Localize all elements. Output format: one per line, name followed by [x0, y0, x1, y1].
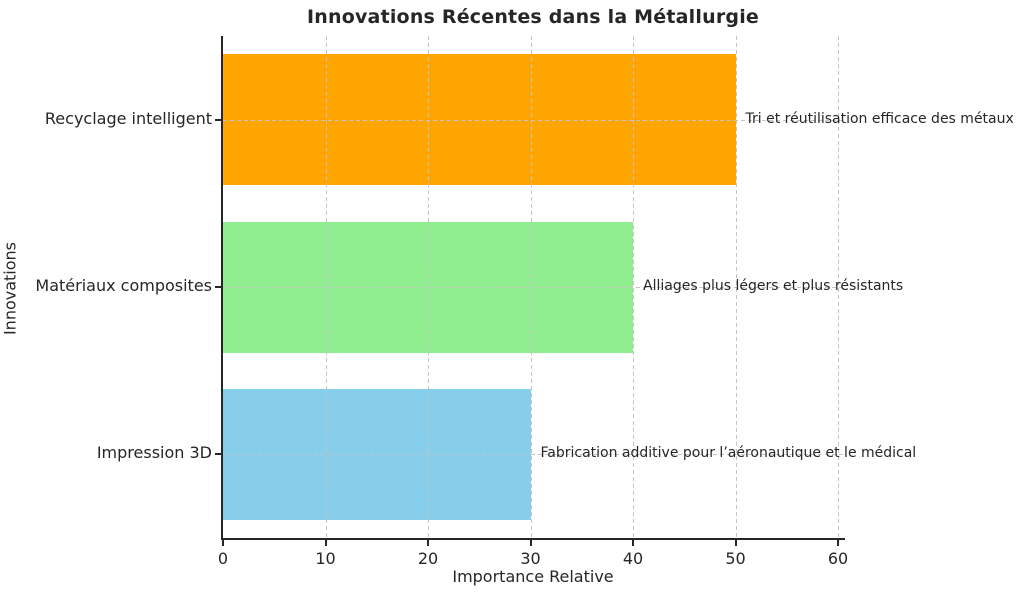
- x-tick-mark-40: [632, 540, 634, 546]
- x-tick-label-30: 30: [520, 549, 541, 568]
- y-tick-label-1: Matériaux composites: [35, 276, 212, 295]
- bar-0: [223, 54, 736, 186]
- x-tick-label-0: 0: [217, 549, 229, 568]
- x-tick-label-20: 20: [417, 549, 439, 568]
- y-tick-mark-2: [215, 453, 222, 456]
- x-axis-label: Importance Relative: [452, 567, 614, 586]
- y-tick-label-2: Impression 3D: [96, 443, 212, 463]
- y-tick-mark-0: [215, 118, 222, 121]
- y-tick-mark-1: [215, 286, 222, 288]
- x-tick-mark-60: [837, 540, 839, 546]
- bar-annotation-1: Alliages plus légers et plus résistants: [643, 278, 904, 294]
- x-axis-spine: [221, 538, 845, 540]
- x-tick-mark-30: [529, 540, 532, 546]
- x-tick-label-40: 40: [622, 549, 644, 568]
- x-tick-label-50: 50: [725, 549, 746, 568]
- x-tick-label-10: 10: [315, 549, 336, 568]
- y-tick-label-0: Recyclage intelligent: [44, 108, 212, 128]
- gridline-y-2: [223, 454, 843, 455]
- x-tick-label-60: 60: [827, 549, 849, 568]
- y-axis-spine: [221, 36, 223, 540]
- x-tick-mark-50: [734, 540, 737, 546]
- x-tick-mark-0: [222, 540, 224, 546]
- plot-area: [223, 36, 843, 538]
- gridline-y-1: [223, 287, 843, 288]
- gridline-y-0: [223, 120, 843, 121]
- bar-annotation-0: Tri et réutilisation efficace des métaux: [745, 110, 1014, 127]
- x-tick-mark-10: [324, 540, 327, 546]
- x-tick-mark-20: [427, 540, 429, 546]
- bar-annotation-2: Fabrication additive pour l’aéronautique…: [540, 445, 917, 462]
- chart-title: Innovations Récentes dans la Métallurgie: [306, 6, 759, 28]
